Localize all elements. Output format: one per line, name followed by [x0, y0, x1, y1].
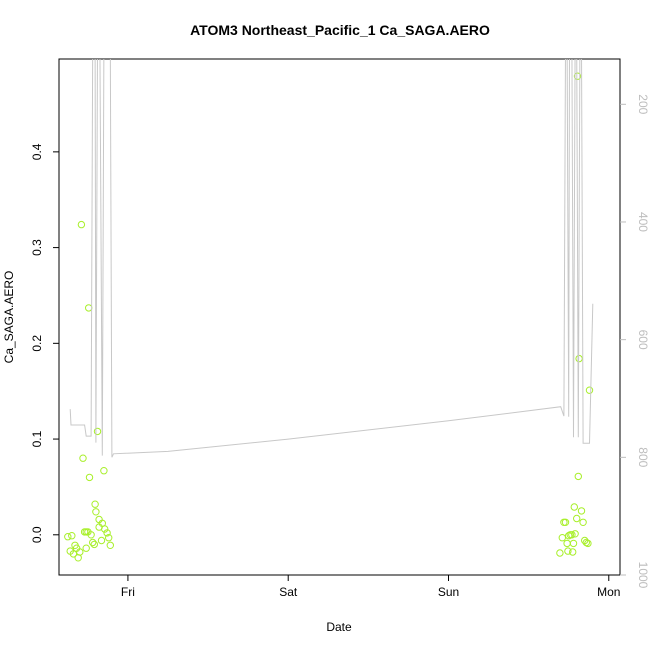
x-axis: Fri Sat Sun Mon — [121, 575, 620, 599]
data-point — [92, 508, 100, 516]
plot-frame — [58, 58, 621, 576]
data-point — [563, 539, 571, 548]
data-point — [77, 220, 86, 229]
data-point — [87, 531, 95, 539]
data-point — [79, 454, 87, 462]
y-tick-label: 0.2 — [30, 335, 44, 352]
data-point — [569, 548, 577, 556]
data-point — [93, 427, 102, 436]
data-point — [82, 544, 90, 552]
data-point — [105, 534, 113, 542]
data-point — [569, 539, 578, 548]
data-point — [564, 547, 572, 555]
x-tick-label: Fri — [121, 585, 135, 599]
data-point — [571, 530, 579, 538]
data-point — [561, 518, 570, 526]
data-point — [573, 514, 581, 523]
data-point — [106, 541, 115, 549]
right-axis: 200 400 600 800 1000 — [620, 94, 650, 589]
y-tick-label: 0.0 — [30, 526, 44, 543]
data-point — [582, 538, 590, 547]
data-point — [584, 539, 592, 548]
y2-tick-label: 400 — [636, 212, 650, 232]
series-layer — [64, 59, 594, 562]
y2-tick-label: 800 — [636, 447, 650, 467]
data-point — [90, 540, 99, 549]
x-tick-label: Sun — [438, 585, 459, 599]
y-axis: 0.0 0.1 0.2 0.3 0.4 — [30, 143, 59, 543]
data-point — [100, 467, 108, 475]
chart-title: ATOM3 Northeast_Pacific_1 Ca_SAGA.AERO — [190, 22, 490, 38]
y-tick-label: 0.1 — [30, 430, 44, 447]
data-point — [556, 549, 564, 557]
y2-tick-label: 1000 — [636, 562, 650, 589]
data-point — [91, 500, 99, 508]
y-tick-label: 0.4 — [30, 143, 44, 160]
data-point — [565, 532, 573, 540]
data-point — [558, 534, 566, 542]
data-point — [579, 518, 587, 526]
y2-tick-label: 200 — [636, 94, 650, 114]
y2-tick-label: 600 — [636, 330, 650, 350]
x-tick-label: Mon — [597, 585, 620, 599]
data-point — [568, 531, 576, 539]
data-point — [85, 304, 93, 312]
data-point — [85, 473, 94, 482]
data-point — [570, 503, 578, 511]
data-point — [97, 536, 106, 545]
data-point — [101, 525, 109, 533]
data-point — [585, 386, 594, 394]
data-point — [76, 548, 84, 556]
y-axis-label: Ca_SAGA.AERO — [2, 271, 16, 364]
x-axis-label: Date — [326, 620, 352, 634]
data-point — [573, 72, 582, 80]
data-point — [577, 507, 586, 515]
x-tick-label: Sat — [279, 585, 298, 599]
data-point — [68, 532, 76, 540]
data-point — [69, 550, 78, 558]
data-point — [89, 538, 97, 547]
series-line — [69, 59, 594, 458]
data-point — [574, 472, 582, 481]
y-tick-label: 0.3 — [30, 239, 44, 256]
data-point — [103, 529, 111, 537]
data-point — [64, 533, 72, 541]
